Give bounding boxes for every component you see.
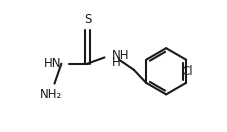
Text: NH: NH xyxy=(112,49,129,62)
Text: Cl: Cl xyxy=(181,65,193,78)
Text: HN: HN xyxy=(44,57,61,70)
Text: H: H xyxy=(111,56,120,69)
Text: NH₂: NH₂ xyxy=(39,88,62,101)
Text: S: S xyxy=(84,13,91,26)
